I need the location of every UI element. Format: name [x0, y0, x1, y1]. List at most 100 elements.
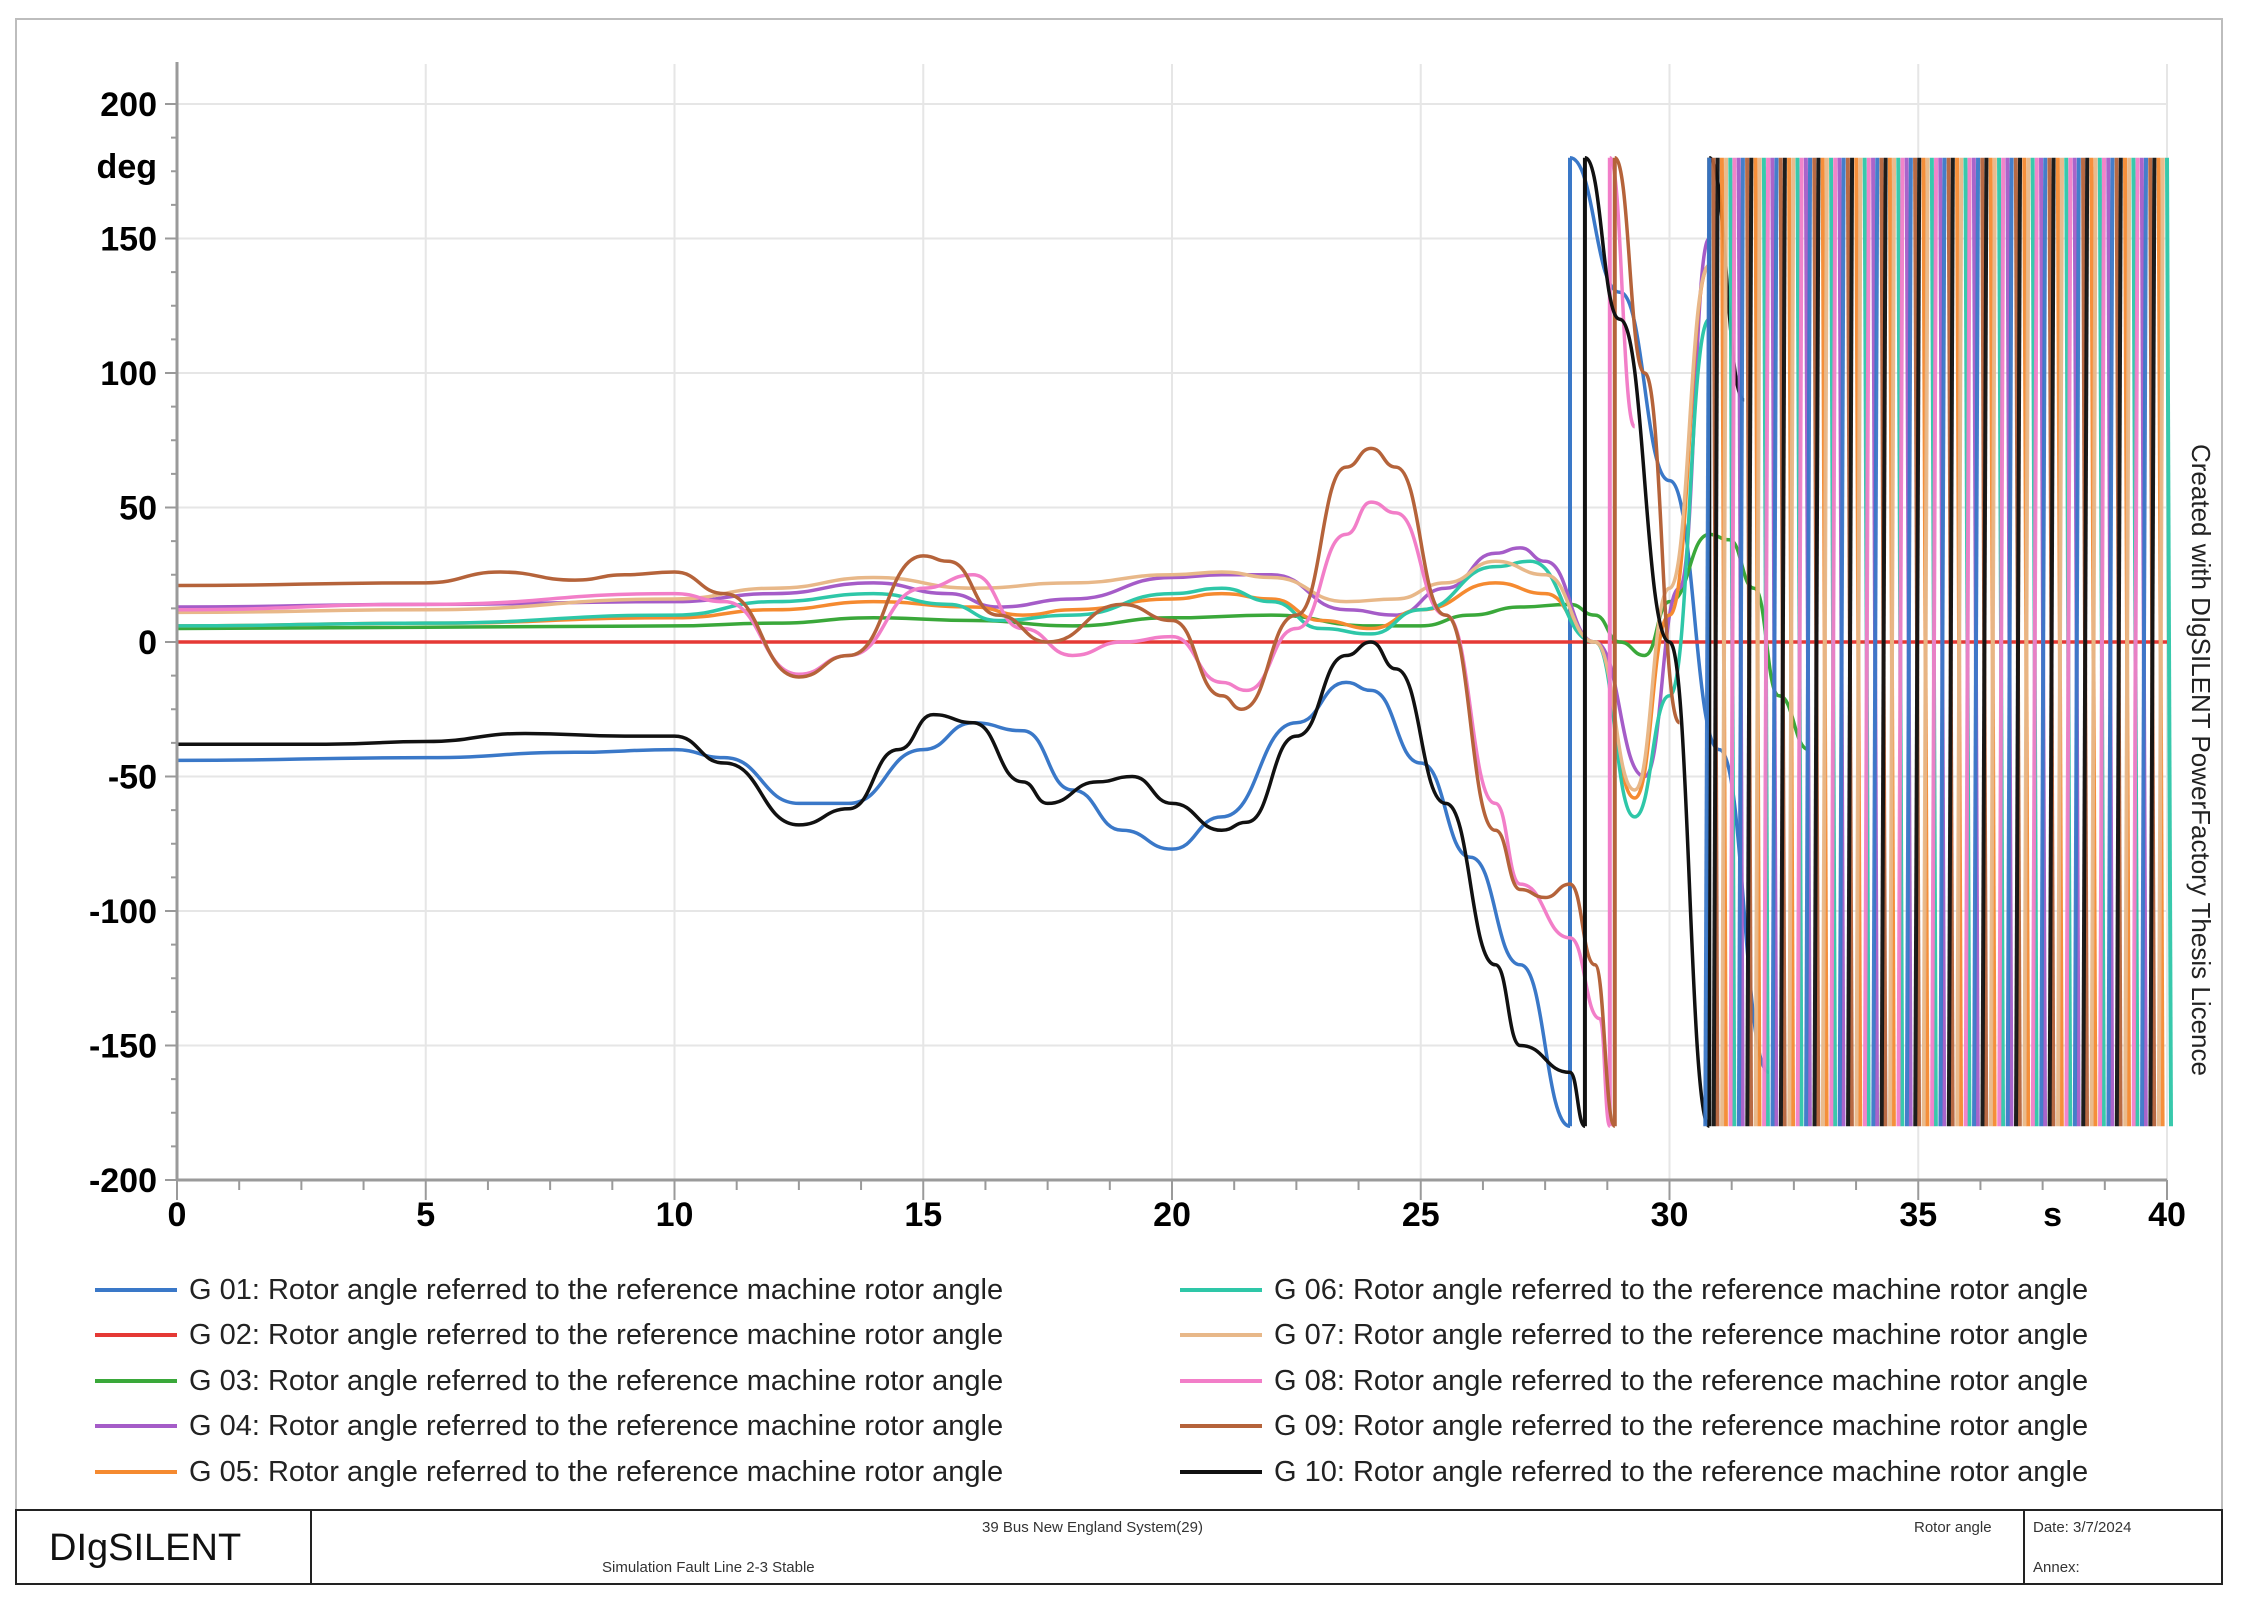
wrap-line — [1728, 157, 1737, 1127]
legend-label: G 02: Rotor angle referred to the refere… — [189, 1318, 1004, 1351]
legend-swatch — [95, 1379, 177, 1383]
watermark: Created with DIgSILENT PowerFactory Thes… — [2180, 440, 2220, 1160]
wrap-line — [1745, 157, 1754, 1127]
series-5-line — [176, 263, 1711, 800]
x-tick-labels: 0 5 10 15 20 25 30 35 s 40 — [168, 1196, 2186, 1234]
legend-label: G 03: Rotor angle referred to the refere… — [189, 1364, 1004, 1397]
x-tick-label: 30 — [1651, 1196, 1689, 1234]
wrap-line — [1980, 157, 1989, 1127]
wrap-line — [2165, 157, 2173, 1127]
wrap-line — [1921, 157, 1930, 1127]
legend-swatch — [95, 1288, 177, 1292]
wrap-line — [2148, 157, 2157, 1127]
wrap-line — [1972, 157, 1981, 1127]
legend-item: G 07: Rotor angle referred to the refere… — [1180, 1315, 2088, 1355]
wrap-line — [2140, 157, 2149, 1127]
wrap-line — [2047, 157, 2056, 1127]
legend-label: G 06: Rotor angle referred to the refere… — [1274, 1273, 2089, 1306]
wrap-line — [1804, 157, 1813, 1127]
date-cell: Date: 3/7/2024 Annex: — [2025, 1511, 2221, 1583]
y-tick-label: deg — [97, 148, 157, 186]
series-10-line — [177, 640, 1587, 1128]
legend-swatch — [1180, 1288, 1262, 1292]
wrap-line — [1837, 157, 1846, 1127]
legend-label: G 05: Rotor angle referred to the refere… — [189, 1455, 1004, 1488]
wrap-line — [2014, 157, 2023, 1127]
wrap-line — [1930, 157, 1939, 1127]
y-tick-label: -150 — [89, 1028, 157, 1066]
wrap-line — [1711, 157, 1720, 1127]
x-tick-label: 0 — [168, 1196, 187, 1234]
legend-label: G 01: Rotor angle referred to the refere… — [189, 1273, 1004, 1306]
y-tick-label: -100 — [89, 893, 157, 931]
series-layer — [176, 156, 2173, 1128]
series-9-line — [1613, 156, 1682, 725]
wrap-line — [1955, 157, 1964, 1127]
wrap-line — [1778, 157, 1787, 1127]
x-tick-label: 15 — [904, 1196, 942, 1234]
wrap-line — [1762, 157, 1771, 1127]
wrap-line — [1938, 157, 1947, 1127]
wrap-line — [2123, 157, 2132, 1127]
wrap-line — [2039, 157, 2048, 1127]
brand-logo: DIgSILENT — [49, 1527, 242, 1569]
annex-label: Annex: — [2033, 1559, 2080, 1576]
wrap-line — [2022, 157, 2031, 1127]
legend-item: G 03: Rotor angle referred to the refere… — [95, 1361, 1003, 1401]
legend-label: G 09: Rotor angle referred to the refere… — [1274, 1409, 2089, 1442]
series-7-line — [176, 263, 1711, 792]
date-label: Date: 3/7/2024 — [2033, 1519, 2132, 1536]
wrap-line — [2072, 157, 2081, 1127]
x-tick-label: 25 — [1402, 1196, 1440, 1234]
legend-item: G 09: Rotor angle referred to the refere… — [1180, 1406, 2088, 1446]
x-tick-label: 10 — [656, 1196, 694, 1234]
x-tick-label: 35 — [1899, 1196, 1937, 1234]
wrap-line — [1812, 157, 1821, 1127]
y-tick-label: 0 — [138, 624, 157, 662]
wrap-line — [1720, 157, 1729, 1127]
wrap-line — [1904, 157, 1913, 1127]
wrap-line — [1795, 157, 1804, 1127]
info-cell: 39 Bus New England System(29) Simulation… — [312, 1511, 2025, 1583]
case-name: Simulation Fault Line 2-3 Stable — [602, 1559, 815, 1576]
wrap-line — [1820, 157, 1829, 1127]
y-tick-label: 50 — [119, 490, 157, 528]
legend-label: G 10: Rotor angle referred to the refere… — [1274, 1455, 2089, 1488]
wrap-line — [1829, 157, 1838, 1127]
legend-swatch — [1180, 1379, 1262, 1383]
wrap-line — [1753, 157, 1762, 1127]
wrap-line — [2030, 157, 2039, 1127]
wrap-line — [1997, 157, 2006, 1127]
legend-label: G 07: Rotor angle referred to the refere… — [1274, 1318, 2089, 1351]
wrap-line — [1871, 157, 1880, 1127]
y-tick-label: 150 — [100, 221, 157, 259]
brand-cell: DIgSILENT — [17, 1511, 312, 1583]
legend-item: G 02: Rotor angle referred to the refere… — [95, 1315, 1003, 1355]
wrap-line — [2081, 157, 2090, 1127]
y-tick-label: -200 — [89, 1162, 157, 1200]
legend-item: G 04: Rotor angle referred to the refere… — [95, 1406, 1003, 1446]
wrap-line — [2131, 157, 2140, 1127]
wrap-line — [1913, 157, 1922, 1127]
wrap-line — [1862, 157, 1871, 1127]
legend-item: G 01: Rotor angle referred to the refere… — [95, 1270, 1003, 1310]
x-tick-label: s — [2043, 1196, 2062, 1234]
legend-swatch — [1180, 1424, 1262, 1428]
wrap-line — [1888, 157, 1897, 1127]
x-tick-label: 20 — [1153, 1196, 1191, 1234]
series-9-line — [176, 446, 1617, 1128]
x-tick-label: 40 — [2148, 1196, 2186, 1234]
wrap-line — [1946, 157, 1955, 1127]
legend-swatch — [1180, 1333, 1262, 1337]
legend-swatch — [95, 1470, 177, 1474]
legend-item: G 08: Rotor angle referred to the refere… — [1180, 1361, 2088, 1401]
project-name: 39 Bus New England System(29) — [982, 1519, 1203, 1536]
wrap-line — [1896, 157, 1905, 1127]
wrap-line — [2098, 157, 2107, 1127]
wrap-line — [1854, 157, 1863, 1127]
y-tick-label: 100 — [100, 355, 157, 393]
wrap-line — [1988, 157, 1997, 1127]
wrap-line — [2064, 157, 2073, 1127]
wrap-line — [1846, 157, 1855, 1127]
legend-swatch — [1180, 1470, 1262, 1474]
